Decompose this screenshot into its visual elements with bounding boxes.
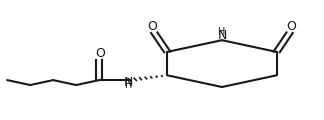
Text: O: O xyxy=(286,20,296,33)
Text: N: N xyxy=(217,30,226,42)
Text: O: O xyxy=(95,47,105,60)
Text: H: H xyxy=(125,81,132,90)
Text: N: N xyxy=(124,76,133,89)
Text: O: O xyxy=(148,20,157,33)
Text: H: H xyxy=(218,27,226,37)
